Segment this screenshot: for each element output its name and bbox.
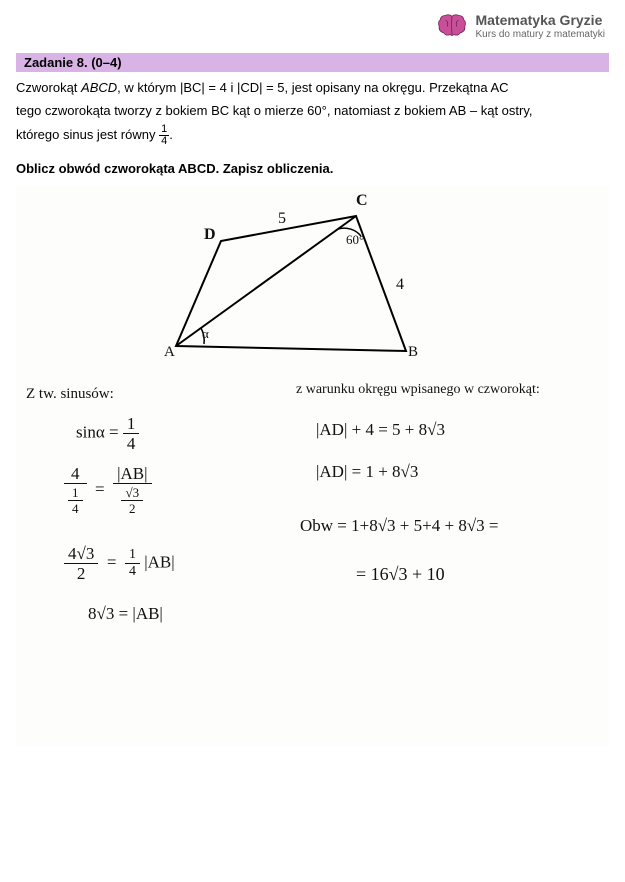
label-4: 4 — [396, 276, 404, 294]
l3r2: |AB| — [140, 552, 175, 571]
left-title: Z tw. sinusów: — [26, 386, 114, 403]
label-5: 5 — [278, 210, 286, 228]
l1den: 4 — [123, 434, 140, 453]
l3: 4√32 = 14 |AB| — [64, 544, 175, 583]
l3lden: 2 — [64, 564, 98, 583]
label-D: D — [204, 226, 216, 244]
label-A: A — [164, 344, 175, 361]
brain-icon — [436, 12, 468, 41]
l3lnum: 4√3 — [64, 544, 98, 564]
problem-text: Czworokąt ABCD, w którym |BC| = 4 i |CD|… — [0, 72, 625, 147]
problem-line2: tego czworokąta tworzy z bokiem BC kąt o… — [16, 101, 609, 122]
problem-line1a: Czworokąt — [16, 80, 81, 95]
problem-fraction: 1 4 — [159, 124, 169, 147]
r1: |AD| + 4 = 5 + 8√3 — [316, 420, 445, 440]
label-60: 60° — [346, 232, 364, 248]
l2rdenn: √3 — [121, 485, 143, 501]
l3rnum: 1 — [125, 547, 140, 564]
problem-line3b: . — [169, 127, 173, 142]
l1: sinα = 14 — [76, 414, 139, 453]
frac-num: 1 — [159, 124, 169, 136]
l2ldenn: 1 — [68, 485, 83, 501]
l2ldend: 4 — [68, 501, 83, 516]
label-B: B — [408, 344, 418, 361]
header: Matematyka Gryzie Kurs do matury z matem… — [0, 0, 625, 49]
l4: 8√3 = |AB| — [88, 604, 163, 624]
r3: Obw = 1+8√3 + 5+4 + 8√3 = — [300, 516, 499, 536]
diagram — [106, 186, 466, 396]
instruction: Oblicz obwód czworokąta ABCD. Zapisz obl… — [0, 149, 625, 182]
l2lnum: 4 — [64, 464, 87, 484]
label-C: C — [356, 192, 368, 210]
problem-line3a: którego sinus jest równy — [16, 127, 159, 142]
l3rden: 4 — [125, 564, 140, 580]
work-area: A B C D 5 4 60° α Z tw. sinusów: sinα = … — [16, 186, 609, 746]
l1a: sinα = — [76, 422, 119, 441]
brand-subtitle: Kurs do matury z matematyki — [476, 29, 605, 40]
problem-abcd: ABCD — [81, 80, 117, 95]
task-header: Zadanie 8. (0–4) — [16, 53, 609, 72]
r4: = 16√3 + 10 — [356, 564, 445, 585]
frac-den: 4 — [159, 136, 169, 147]
l2: 4 14 = |AB| √32 — [64, 464, 152, 517]
right-title: z warunku okręgu wpisanego w czworokąt: — [296, 382, 556, 397]
brand-title: Matematyka Gryzie — [476, 13, 605, 28]
r2: |AD| = 1 + 8√3 — [316, 462, 418, 482]
l2rdend: 2 — [121, 501, 143, 516]
l1num: 1 — [123, 414, 140, 434]
l2rnum: |AB| — [113, 464, 151, 484]
label-alpha: α — [202, 326, 209, 342]
problem-line1c: , w którym |BC| = 4 i |CD| = 5, jest opi… — [117, 80, 508, 95]
brand-text: Matematyka Gryzie Kurs do matury z matem… — [476, 13, 605, 39]
